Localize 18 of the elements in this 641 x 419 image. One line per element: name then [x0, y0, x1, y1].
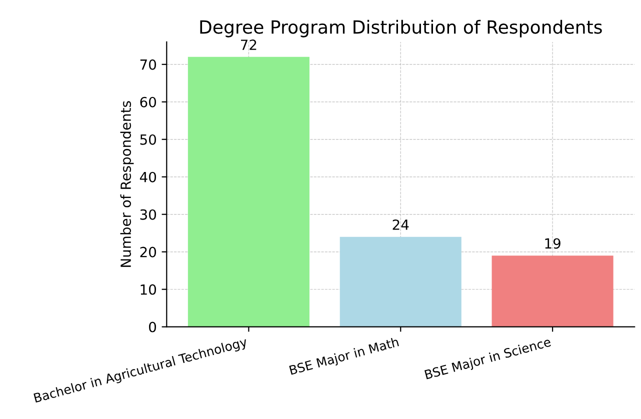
- y-axis-title: Number of Respondents: [120, 101, 134, 267]
- data-label: 24: [392, 219, 409, 230]
- bar: [340, 236, 462, 327]
- chart-title: Degree Program Distribution of Respondents: [200, 20, 602, 38]
- data-label: 72: [241, 40, 256, 50]
- bar: [492, 256, 614, 327]
- x-tick-label: BSE Major in Science: [424, 336, 552, 382]
- y-tick-label: 50: [140, 134, 156, 145]
- y-tick-label: 20: [140, 246, 156, 258]
- data-label: 19: [545, 238, 560, 249]
- y-tick-label: 60: [140, 96, 156, 108]
- y-tick-label: 10: [140, 284, 156, 295]
- y-tick-label: 0: [149, 322, 156, 332]
- x-tick-label: BSE Major in Math: [289, 336, 400, 378]
- y-tick-label: 40: [140, 172, 156, 182]
- y-tick-label: 70: [140, 59, 156, 70]
- y-tick-label: 30: [140, 209, 156, 220]
- bar: [188, 56, 310, 327]
